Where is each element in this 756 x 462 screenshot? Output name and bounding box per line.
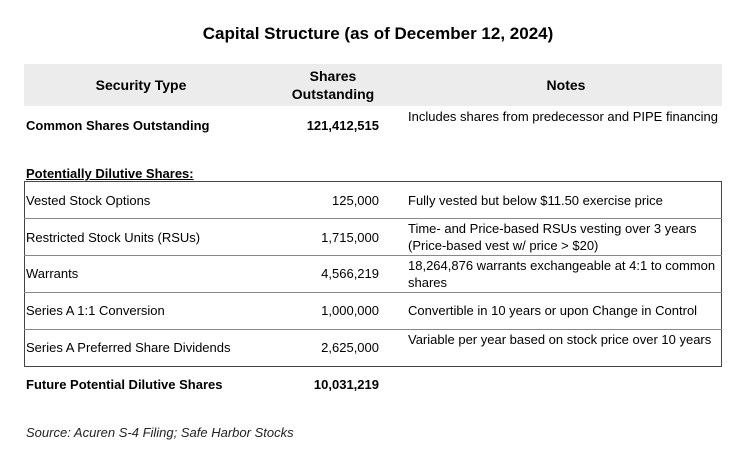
- table-row-note: Fully vested but below $11.50 exercise p…: [408, 193, 663, 208]
- row-divider: [24, 292, 722, 293]
- table-row-value: 4,566,219: [321, 266, 379, 281]
- table-row-value: 1,000,000: [321, 303, 379, 318]
- table-row-label: Warrants: [26, 266, 79, 281]
- common-shares-note: Includes shares from predecessor and PIP…: [408, 109, 719, 124]
- column-header-shares-line1: Shares: [309, 68, 357, 84]
- source-note: Source: Acuren S-4 Filing; Safe Harbor S…: [26, 425, 294, 440]
- table-row-value: 125,000: [332, 193, 379, 208]
- table-row-label: Series A Preferred Share Dividends: [26, 340, 231, 355]
- row-divider: [24, 218, 722, 219]
- column-header-shares-line2: Outstanding: [291, 86, 375, 102]
- table-row-note: Convertible in 10 years or upon Change i…: [408, 303, 698, 318]
- table-row-note: Variable per year based on stock price o…: [408, 332, 712, 347]
- common-shares-value: 121,412,515: [306, 118, 379, 133]
- dilutive-shares-heading: Potentially Dilutive Shares:: [26, 166, 194, 181]
- dilutive-shares-table: [24, 181, 722, 367]
- table-row-label: Series A 1:1 Conversion: [26, 303, 165, 318]
- total-dilutive-label: Future Potential Dilutive Shares: [26, 377, 223, 392]
- column-header-security-type: Security Type: [95, 77, 187, 93]
- total-dilutive-value: 10,031,219: [313, 377, 379, 392]
- table-row-note: 18,264,876 warrants exchangeable at 4:1 …: [408, 258, 716, 290]
- table-header: Security Type Shares Outstanding Notes: [24, 64, 722, 106]
- page-title: Capital Structure (as of December 12, 20…: [202, 24, 554, 43]
- row-divider: [24, 329, 722, 330]
- table-row-value: 1,715,000: [321, 230, 379, 245]
- row-divider: [24, 255, 722, 256]
- table-row-label: Vested Stock Options: [26, 193, 151, 208]
- table-row-value: 2,625,000: [321, 340, 379, 355]
- common-shares-label: Common Shares Outstanding: [26, 118, 210, 133]
- table-row-label: Restricted Stock Units (RSUs): [26, 230, 201, 245]
- column-header-notes: Notes: [546, 77, 586, 93]
- table-row-note: Time- and Price-based RSUs vesting over …: [408, 221, 697, 253]
